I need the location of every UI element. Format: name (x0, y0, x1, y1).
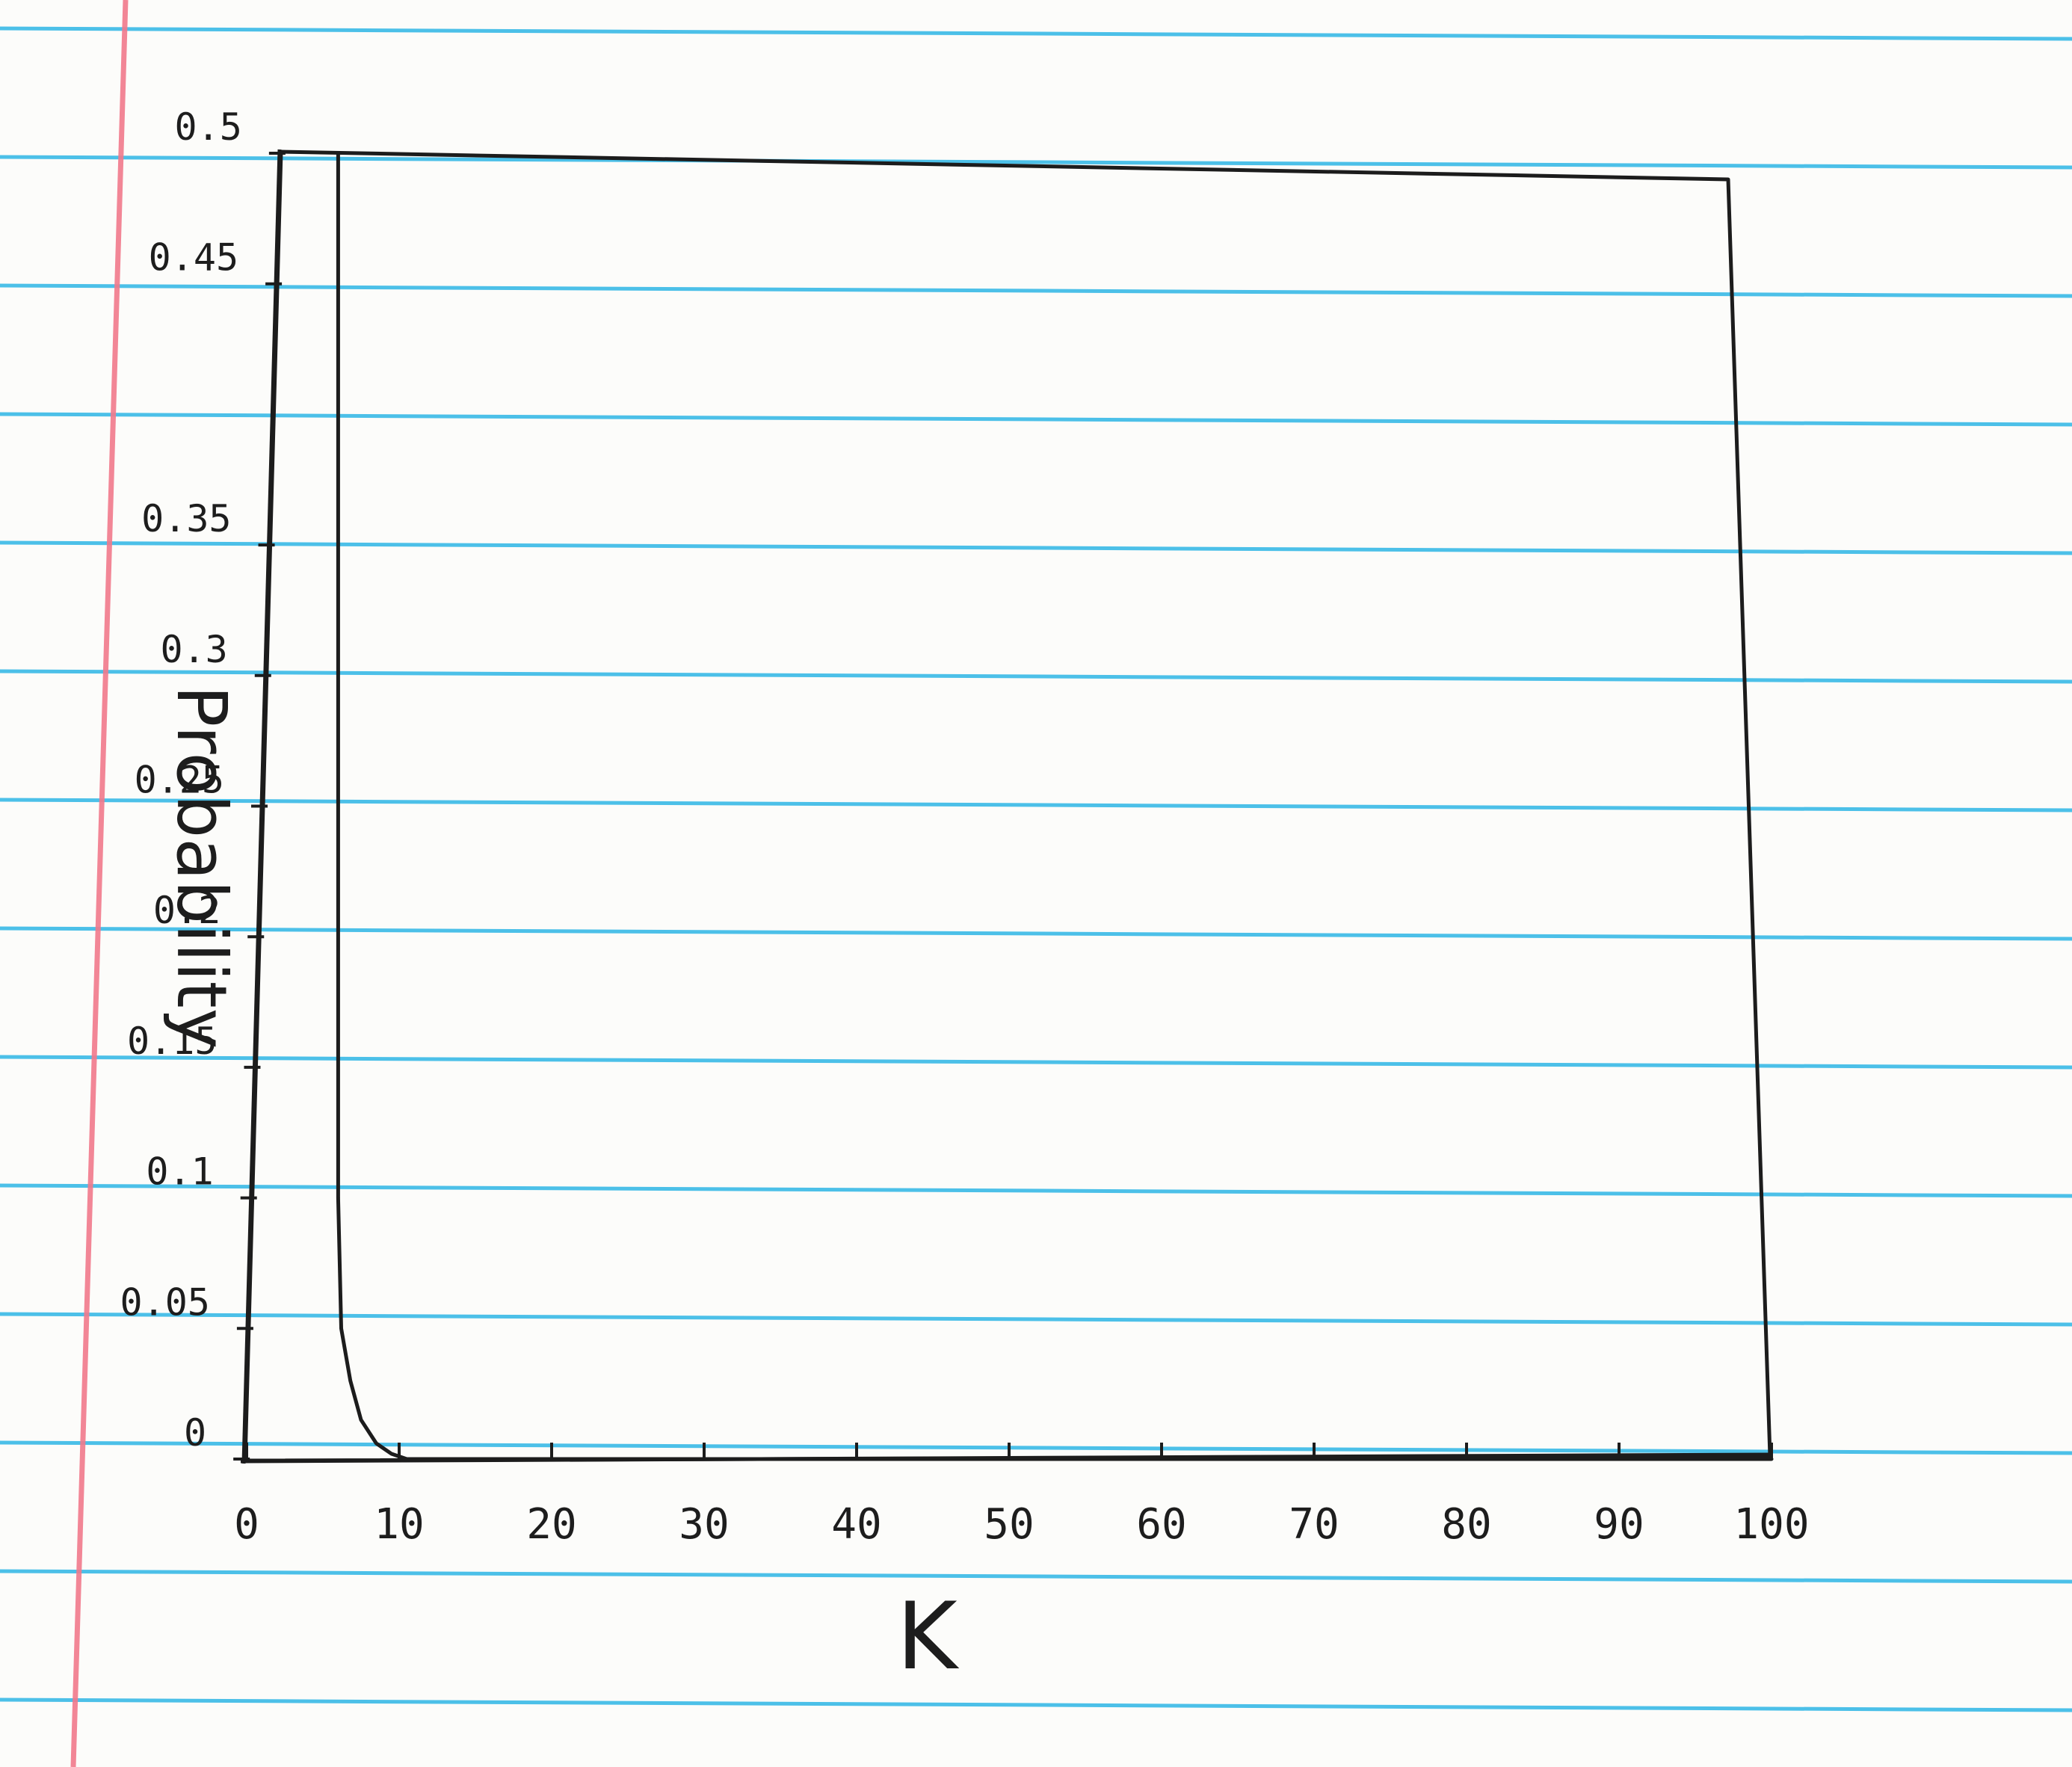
ruled-line (0, 26, 2072, 41)
x-tick-label: 30 (679, 1500, 729, 1549)
y-tick-label: 0.5 (175, 105, 242, 149)
ruled-line (0, 1312, 2072, 1327)
y-ticks (233, 152, 286, 1461)
y-tick-label: 0.45 (149, 236, 238, 280)
ruled-line (0, 283, 2072, 298)
y-tick-label: 0.2 (153, 889, 221, 932)
x-tick-label: 90 (1594, 1500, 1644, 1549)
y-tick-label: 0.1 (146, 1150, 213, 1194)
x-tick-label: 50 (984, 1500, 1034, 1549)
ruled-line (0, 1440, 2072, 1455)
series-group (336, 151, 1774, 1461)
ruled-line (0, 669, 2072, 684)
ruled-line (0, 1569, 2072, 1584)
x-axis-label: K (896, 1583, 959, 1691)
ruled-line (0, 540, 2072, 555)
margin-line (70, 0, 129, 1767)
y-axis-label: Probability (161, 685, 241, 1049)
ruled-line (0, 1697, 2072, 1712)
y-tick-label: 0.3 (160, 628, 227, 671)
y-tick-label: 0.15 (127, 1020, 217, 1063)
x-tick-label: 20 (526, 1500, 576, 1549)
x-tick-label: 80 (1441, 1500, 1491, 1549)
ruled-line (0, 798, 2072, 812)
x-tick-label: 60 (1136, 1500, 1186, 1549)
ruled-line (0, 1055, 2072, 1070)
x-tick-label: 70 (1289, 1500, 1339, 1549)
y-tick-label: 0.05 (120, 1280, 210, 1324)
x-tick-label: 10 (374, 1500, 424, 1549)
y-tick-labels: 0 0.05 0.1 0.15 0.2 0.25 0.3 0.35 0.45 0.5 (120, 105, 242, 1455)
ruled-lines (0, 26, 2072, 1712)
x-tick-label: 100 (1733, 1500, 1809, 1549)
x-tick-labels: 0 10 20 30 40 50 60 70 80 90 100 (234, 1500, 1809, 1549)
ruled-line (0, 926, 2072, 941)
ruled-line (0, 1183, 2072, 1198)
y-tick-label: 0.35 (141, 497, 231, 540)
y-tick-label: 0 (184, 1411, 206, 1455)
y-tick-label: 0.25 (135, 759, 224, 802)
x-tick-label: 40 (831, 1500, 881, 1549)
x-tick-label: 0 (234, 1500, 259, 1549)
series-line (336, 151, 1774, 1461)
ruled-line (0, 155, 2072, 170)
ruled-line (0, 412, 2072, 427)
